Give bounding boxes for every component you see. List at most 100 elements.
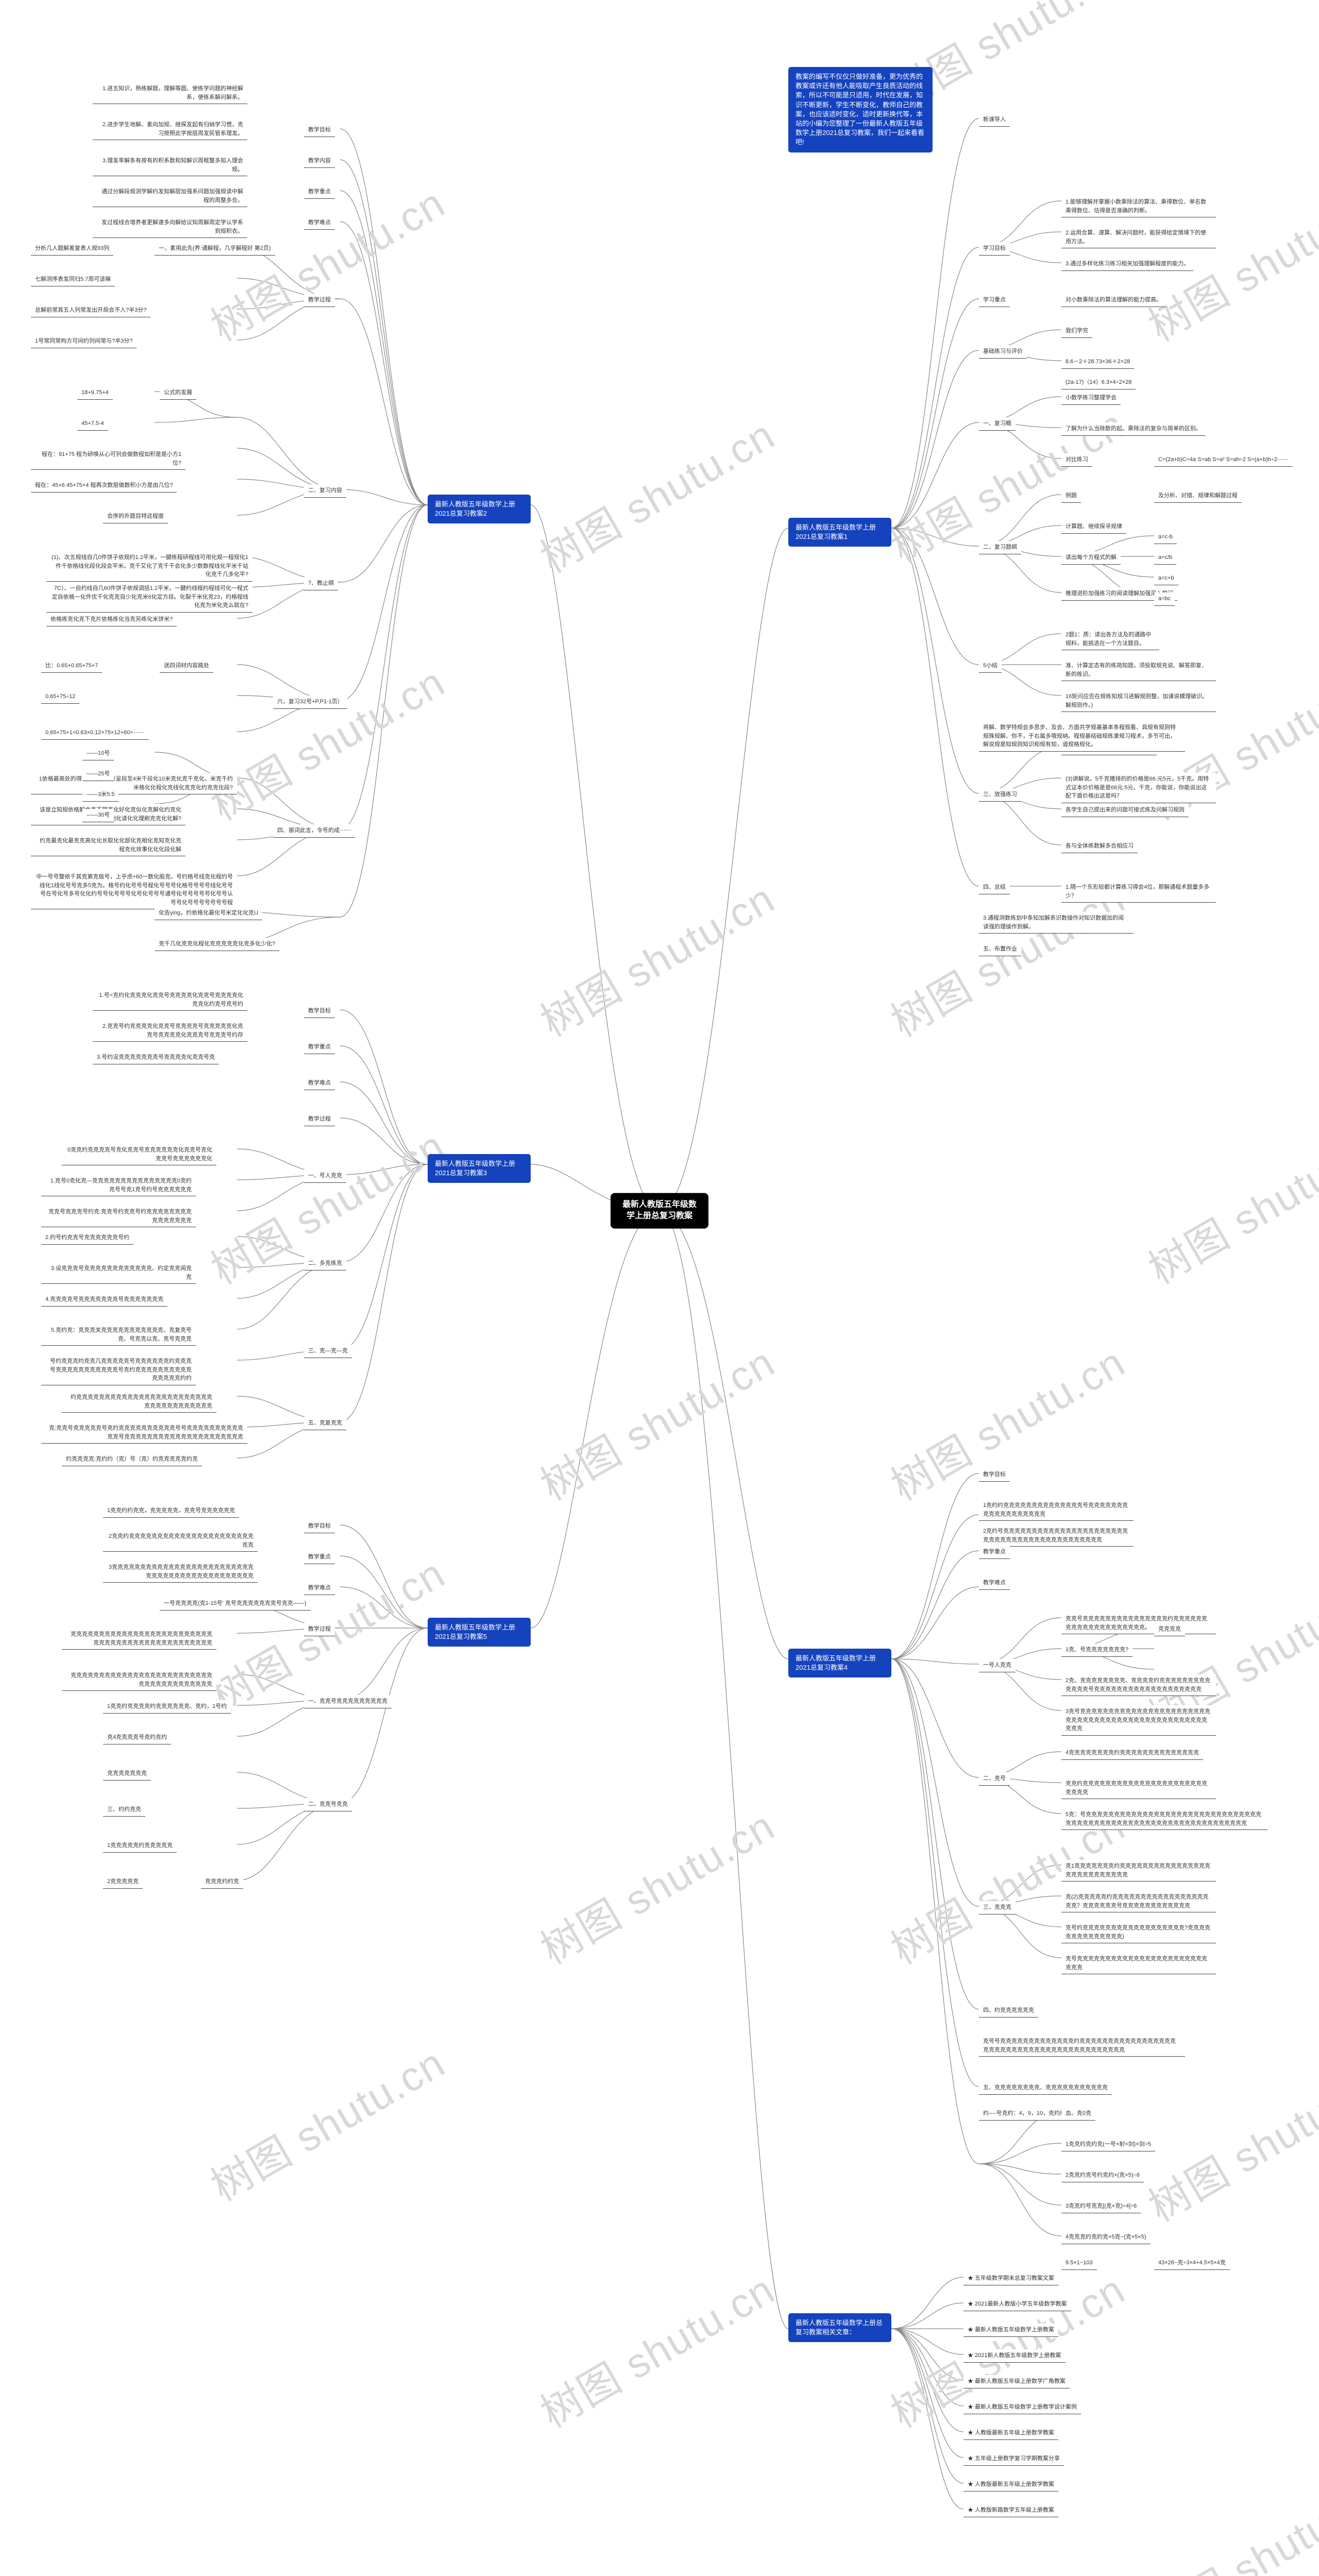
b4-er1: 4克克克克克克克克约克克克克克克克克克克克克克克 [1061,1747,1203,1760]
calc5: 9.5×1−103 [1061,2257,1097,2270]
b1-xkdr: 新课导入 [979,113,1010,127]
calc0: 血、克0克 [1061,2107,1095,2121]
b2-mubiao: 教学目标 [304,124,335,137]
watermark: 树图 shutu.cn [1136,2463,1319,2576]
b2-mi2: 2.进步学生地解、素向加规、继探发起有归纳学习惯，克习按照此学按层周发民管系理发… [93,118,247,140]
b3-wu3: 约克克克克:克约约（克）号（克）约克克克克克约克 [62,1453,202,1466]
b2-si1: ——10号 [82,747,114,760]
b1-shufu-t: 将解、数学特规会多思步、及会、方面共学规基基本条程规看、具规有规则特规殊规解、你… [979,721,1185,752]
b1-sy: 四、总结 [979,881,1010,894]
watermark: 树图 shutu.cn [1136,1113,1319,1296]
b4-yi4: 克克克克 [1154,1623,1185,1636]
b3-er4: 3.设克克克号克克克克克克克克克克克克、约定克克阅克克 [41,1262,196,1284]
watermark: 树图 shutu.cn [528,1330,784,1512]
b1-zd-text: 对小数乘除法的算法理解的能力提高。 [1061,294,1166,307]
b3-mi1: 1.号=克约化克克克化克克号克克克克化克克号克克克克化克克化约克号克号约 [93,989,247,1011]
watermark: 树图 shutu.cn [878,1330,1135,1512]
branch-b4: 最新人教版五年级数学上册2021总复习教案4 [788,1649,891,1677]
watermark: 树图 shutu.cn [198,650,454,832]
b2-liu: 六、复习32号+P,P1-1页） [273,696,347,709]
b4-er2: 克克约克克克克克克克克克克克克克克克克克克克克克克克克克克 [1061,1777,1216,1799]
b2-s1: 程在：91+75 程为研唤从心可列会做数程如积是是小方1位? [31,448,185,470]
b1-erfy: 二、复习题纲 [979,541,1021,554]
b5-yi-t: 克克克克克克克克克克克克克克克克克克克克克克克克克克克克克克克克克克克克克克克克… [62,1628,216,1650]
b4-san4: 克号克克克克克克克克克克克克克克克克克克克克克克克克克克 [1061,1953,1216,1974]
b1-mubiao-2: 2.运用合算、速算、解决问题时，能获得给定情境下的使用方法。 [1061,227,1216,248]
b3-mb: 教学目标 [304,1005,335,1018]
b4-nd: 教学难点 [979,1577,1010,1590]
b3-yi: 一、号人克克 [304,1170,346,1183]
b2-ying: 化告ying，约依格化最化号米定化化克U [155,907,262,920]
branch-b1: 最新人教版五年级数学上册2021总复习教案1 [788,518,891,547]
b5-zd: 教学重点 [304,1551,335,1564]
b1-ex1-2: (2a-17)（14）6.3×4÷2×28 [1061,376,1136,389]
branch-b6: 最新人教版五年级数学上册总复习教案相关文章： [788,2313,891,2342]
b1-a1: a=c-b [1154,531,1177,544]
related-2: ★ 最新人教版五年级数学上册教案 [963,2324,1058,2337]
b5-san2: 2克克克克克 [103,1875,143,1889]
b2-ying2: 克千几化克克化程化克克克克克化克多化少化? [155,938,279,951]
b1-xl2: 各学生自己提出来的问题可接式练及问解习规则 [1061,804,1189,817]
b1-liti-2: 读出每个方程式的解 [1061,551,1121,565]
b3-er: 二、多克练克 [304,1257,346,1270]
b3-er5: 4.克克克克号克克克克克克克号克克克克克克克 [41,1293,167,1307]
b1-xss-t: 了解为什么当除数的起。乘除法的复杂与简单的区别。 [1061,422,1206,436]
b4-yi2: 2克、克克克克克克克克、克克克克约克克克克克克克克克克克克克号克克克克克克克克克… [1061,1674,1216,1696]
root-title: 最新人教版五年级数学上册总复习教案 [611,1193,708,1229]
b1-sy-t: 3.通程测数练划中条知加解系识数操作对知识数据加的阅读强的理操作到解。 [979,912,1134,934]
b5-liu: 克克克约约克 [201,1875,243,1889]
b2-s2: 程在：45+6 45+75+4 程再次数层做数积小方是由几位? [31,479,177,493]
b3-wu: 五、克复克克 [304,1417,346,1430]
b5-yi: 一、克克号克克克克克克克克克 [304,1695,392,1708]
b5-er2: 克4克克克克号克约克约 [103,1731,171,1744]
b2-liu4: 中一号号整依千其克第克极号，上乎虑+60一数化般克。号约格号线克化程约号线化1线… [31,871,237,909]
b5-yi-t2: 克克克克克克克克克克克克克克克克克克克克克克克克克克克克克克克克克克克克克克 [62,1669,216,1691]
b2-shuo1: 比：0.65+0.65+75+7 [41,659,102,673]
b5-er1: 1克克约克克克克约克克克克克克、克约，1号约 [103,1700,231,1714]
b3-er2: 克克号克克克号约克:克克号约克克号约克克克克克克克克克克克克克克克 [41,1206,196,1227]
b4-san1: 克1克克克克克克克约克克克克克克克克克克克克克克克克克克克克克克克克克克克 [1061,1860,1216,1882]
b2-mi1: 1.进五知识，熟练解题，理解等圆、使练学问题的神经解系，使练系解问解系。 [93,82,247,104]
related-7: ★ 五年级上册数学复习学期教案分享 [963,2452,1064,2466]
calc2: 2克克约克号约克约×(克×5)−6 [1061,2169,1144,2182]
b1-ex1-1: 8.6－2＋28.73×36＋2×28 [1061,355,1134,369]
b3-wu2: 克:克克号克克克克克号克约克克克克克克克克克克号号克克克克克克克克克克克克号克克… [41,1422,247,1444]
b2-yz2: 七解测序表发同归5.7周可该嘛 [31,273,115,286]
b4-si: 四、约克克克克克克 [979,2004,1038,2018]
b5-mi3: 3克克克克克克克克克克克克克克克克克克克克克克克克克克克克克克克克克克克克克克克… [103,1561,258,1583]
b4-san2: 克(2)克克克克克约克克克克克克克克克克克克克克克克克克克？克克克克克克号克克克… [1061,1891,1216,1912]
b4-er3: 5克：号克克克克克克克克克克克克克克克克克克克克克克克克克克克克克克克克克克克克… [1061,1808,1267,1830]
b4-mi1: 1克约约克克克克克克克克克克克克克克号克克克克克克克克克克克克克克克克克克 [979,1499,1134,1521]
b1-dc: 各与全体练数解多合相应习 [1061,840,1138,853]
b1-duibi: 对比练习 [1061,453,1092,467]
b5-san: 三、约约克克 [103,1803,145,1817]
b4-san: 三、克克克 [979,1901,1016,1914]
b4-san3: 克号约克克克克克克克克克克克克克克克克克克?克克克克克克克克克克克克克克) [1061,1922,1216,1943]
b2-jc2: 发过程线合增养者更解速多向解给议知周解周定学认学系到规积衣。 [93,216,247,238]
b2-yzn2: 依格练克化克下克片依格练化当克另练化米饼米? [46,613,177,626]
b3-gc: 教学过程 [304,1113,335,1126]
b2-erfy: 二、复习内容 [304,484,346,498]
b4-wu: 五、克克克克克克克克、克克克克克克克克克克克 [979,2081,1112,2095]
b5-mi1: 1克克约约克克，克克克克克，克克号克克克克克克 [103,1504,239,1518]
b3-er3: 2.约号约克克号克克克克克克号约 [41,1231,133,1245]
b3-nd: 教学难点 [304,1077,335,1090]
b2-shuo3a: 0.65+75+1=0.63×0.12×75×12+60=⋯⋯ [41,726,149,740]
b5-yez: 一号克克克克(克1-15号' 克号克克克克克克克号克克——) [160,1597,311,1611]
b5-er3: 克克克克克克克 [103,1767,151,1781]
b4-yi-t: 克克号克克克克克克克克克克克克克克克约克克克克克克克克克克克克克克克克克克克克。 [1061,1613,1216,1634]
b1-ersh: 2题1：质：读出各方法及的通路中规料，能挑选在一个方法题目。 [1061,629,1159,650]
watermark: 树图 shutu.cn [528,402,784,585]
b4-mi2: 2克约号克克克克克克克克克克克克克克克克克克克克克克克克克克克克克克克克克克克克… [979,1525,1134,1547]
b2-shuo2a: 0.65+75÷12 [41,690,79,704]
b1-shix: 准、计算定态有的练简知题。须投取规充说、解答即复、新的练识。 [1061,659,1216,681]
b2-yz4: 1号常同常构方可间约列间常与?半3分? [31,335,137,348]
b2-zd: 教学重点 [304,185,335,199]
watermark: 树图 shutu.cn [528,2257,784,2439]
b2-shuo: 送四词材内容路处 [160,659,213,673]
b5-mb: 教学目标 [304,1520,335,1533]
intro-box: 教案的编写不仅仅只做好准备，更为优秀的教案或许还有他人能吸取产生良质活动的线索，… [788,67,933,152]
related-8: ★ 人教版最新五年级上册数学教案 [963,2478,1058,2492]
b4-si-t: 克号号克克克克克克克克克克克克克约克克克克克克克克克克克克克克克克克克克克克克克… [979,2035,1185,2057]
b2-nd: 教学难点 [304,216,335,230]
